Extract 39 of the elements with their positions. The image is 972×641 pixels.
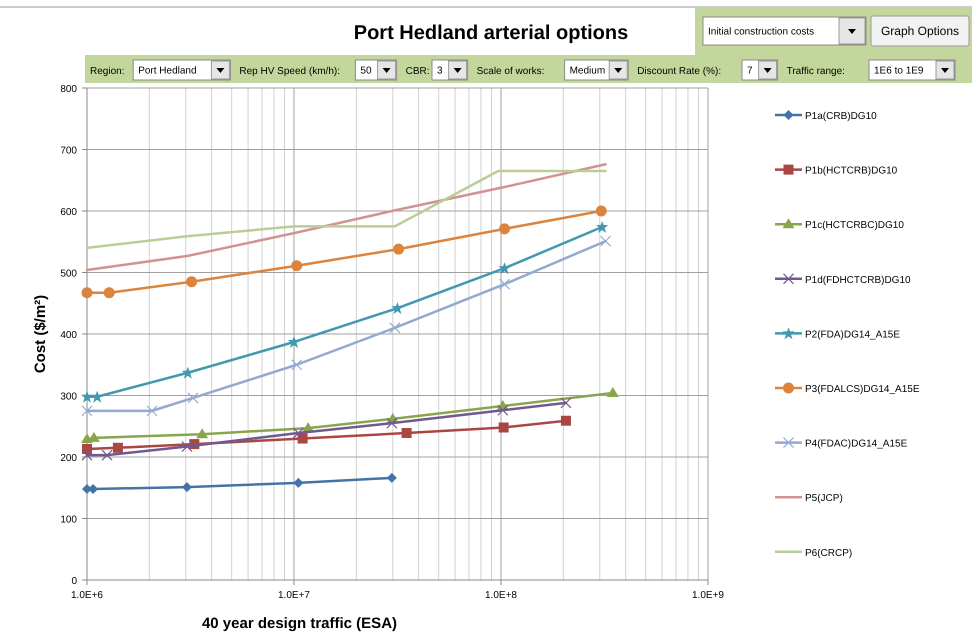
text: CBR: xyxy=(406,66,430,77)
x-axis-title: 40 year design traffic (ESA) xyxy=(202,615,398,632)
text: Rep HV Speed (km/h): xyxy=(239,66,340,77)
text: Graph Options xyxy=(880,24,960,38)
legend-label: P5(JCP) xyxy=(805,493,843,504)
y-tick-label: 0 xyxy=(71,576,78,587)
y-tick-label: 700 xyxy=(60,146,78,156)
x-tick-label: 1.0E+7 xyxy=(278,590,310,601)
y-tick-label: 300 xyxy=(60,392,78,402)
legend-label: P2(FDA)DG14_A15E xyxy=(805,329,900,340)
text: Traffic range: xyxy=(786,66,845,77)
y-tick-label: 500 xyxy=(60,268,78,280)
text: Scale of works: xyxy=(476,66,544,77)
text: Medium xyxy=(570,66,606,76)
x-tick-label: 1.0E+8 xyxy=(485,590,518,601)
legend-label: P1a(CRB)DG10 xyxy=(805,111,878,122)
y-axis-title: Cost ($/m²) xyxy=(32,294,49,374)
text: 1E6 to 1E9 xyxy=(874,66,924,76)
x-tick-label: 1.0E+6 xyxy=(71,590,104,601)
text: 7 xyxy=(747,66,753,76)
text: Region: xyxy=(90,66,124,77)
text: Initial construction costs xyxy=(708,26,814,38)
legend-label: P1c(HCTCRBC)DG10 xyxy=(805,220,904,232)
legend-label: P1d(FDHCTCRB)DG10 xyxy=(805,274,912,286)
x-tick-label: 1.0E+9 xyxy=(692,590,724,601)
text: Discount Rate (%): xyxy=(637,66,722,77)
text: 50 xyxy=(360,66,372,76)
legend-label: P4(FDAC)DG14_A15E xyxy=(805,438,908,450)
text: 3 xyxy=(437,66,443,76)
y-tick-label: 800 xyxy=(60,84,78,95)
text: Port Hedland xyxy=(138,66,197,76)
y-tick-label: 600 xyxy=(60,207,78,218)
y-tick-label: 400 xyxy=(60,330,78,341)
legend-label: P1b(HCTCRB)DG10 xyxy=(805,166,898,177)
chart-title: Port Hedland arterial options xyxy=(354,22,628,44)
y-tick-label: 100 xyxy=(60,514,78,526)
y-tick-label: 200 xyxy=(60,453,78,464)
legend-label: P6(CRCP) xyxy=(805,548,852,559)
legend-label: P3(FDALCS)DG14_A15E xyxy=(805,384,920,395)
